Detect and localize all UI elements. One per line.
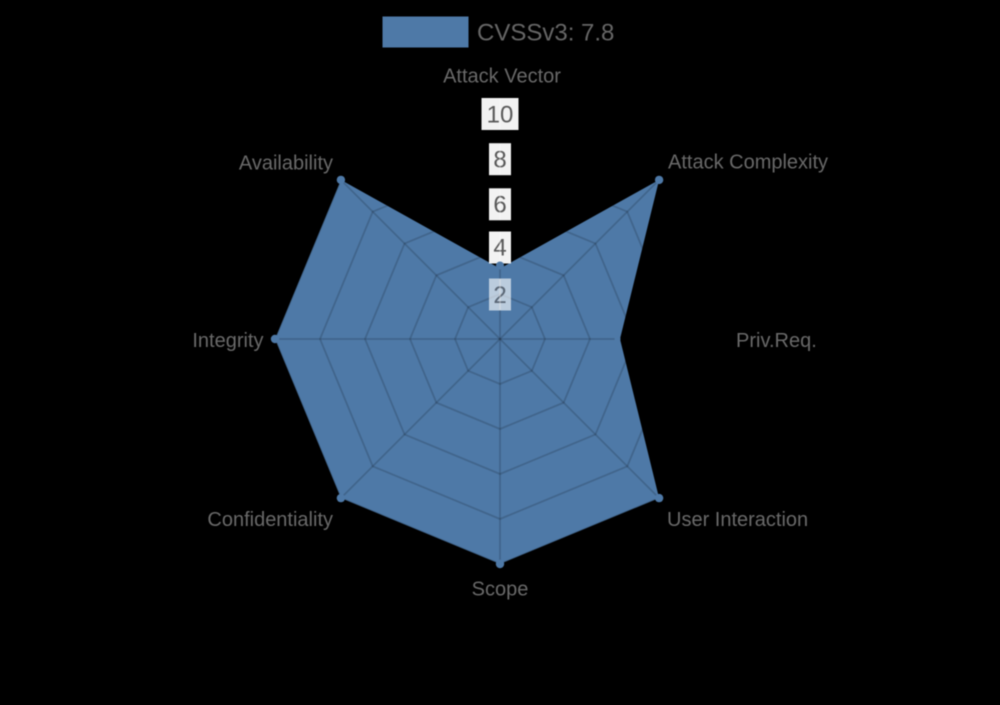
svg-text:Attack Complexity: Attack Complexity bbox=[668, 152, 828, 174]
svg-text:Confidentiality: Confidentiality bbox=[207, 509, 333, 531]
svg-text:Priv.Req.: Priv.Req. bbox=[736, 330, 817, 352]
svg-text:CVSSv3: 7.8: CVSSv3: 7.8 bbox=[477, 20, 614, 47]
svg-text:8: 8 bbox=[493, 147, 506, 174]
svg-text:Attack Vector: Attack Vector bbox=[443, 66, 561, 88]
svg-text:User Interaction: User Interaction bbox=[667, 509, 808, 531]
svg-text:10: 10 bbox=[487, 102, 514, 129]
svg-text:Scope: Scope bbox=[472, 579, 529, 601]
svg-text:2: 2 bbox=[493, 282, 506, 309]
svg-text:6: 6 bbox=[493, 192, 506, 219]
svg-text:4: 4 bbox=[493, 235, 506, 262]
svg-text:Availability: Availability bbox=[239, 153, 333, 175]
svg-text:Integrity: Integrity bbox=[192, 330, 263, 352]
